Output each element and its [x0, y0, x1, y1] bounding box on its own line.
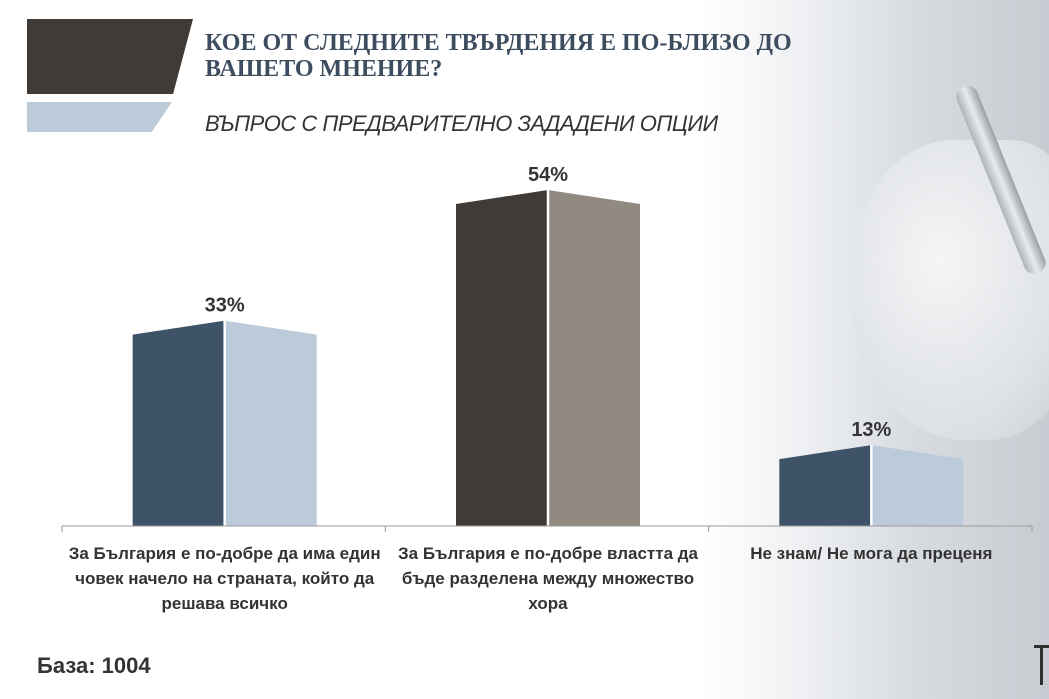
- x-tick-label: За България е по-добре да има един човек…: [68, 544, 381, 613]
- x-tick-label: За България е по-добре властта да бъде р…: [398, 544, 698, 613]
- background-photo: [700, 0, 1049, 699]
- bar-right-face: [871, 445, 964, 526]
- page-subtitle: ВЪПРОС С ПРЕДВАРИТЕЛНО ЗАДАДЕНИ ОПЦИИ: [205, 111, 718, 136]
- bar: [779, 445, 964, 526]
- page-title: КОЕ ОТ СЛЕДНИТЕ ТВЪРДЕНИЯ Е ПО-БЛИЗО ДО …: [205, 30, 792, 82]
- brand-logo: [1034, 645, 1049, 685]
- subtitle-accent-bar: [27, 102, 172, 132]
- bar-left-face: [779, 445, 872, 526]
- bar-left-face: [132, 320, 225, 526]
- bar-right-face: [548, 190, 640, 526]
- bar-value-label: 13%: [851, 419, 891, 441]
- bar-value-label: 33%: [205, 295, 245, 317]
- title-accent-bar: [27, 19, 193, 94]
- bar: [132, 320, 317, 526]
- bar-right-face: [224, 320, 317, 526]
- x-tick-label: Не знам/ Не мога да преценя: [750, 544, 993, 563]
- bar: [456, 190, 640, 526]
- bar-left-face: [456, 190, 548, 526]
- sample-base: База: 1004: [37, 653, 151, 678]
- bar-value-label: 54%: [528, 164, 568, 186]
